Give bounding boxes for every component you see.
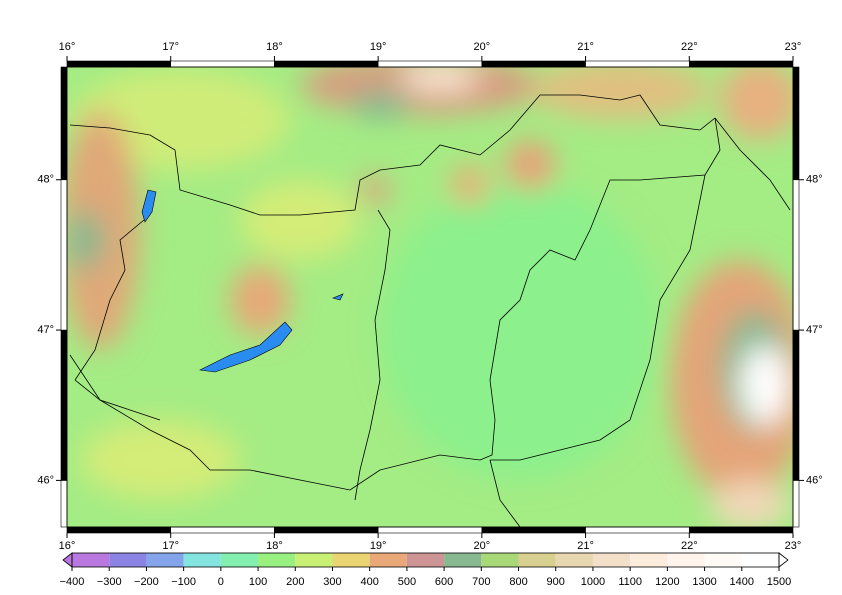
colorbar-frame bbox=[71, 552, 780, 568]
frame-bar bbox=[66, 526, 172, 534]
colorbar-swatch bbox=[667, 553, 705, 567]
colorbar-label: 100 bbox=[249, 576, 267, 588]
x-tick-label: 17° bbox=[162, 540, 179, 552]
x-tick-label: 19° bbox=[370, 540, 387, 552]
x-tick-label: 23° bbox=[785, 540, 802, 552]
colorbar-label: 1000 bbox=[581, 576, 605, 588]
frame-bar bbox=[792, 480, 800, 528]
colorbar-label: 1100 bbox=[618, 576, 642, 588]
colorbar-label: 800 bbox=[509, 576, 527, 588]
frame-bar bbox=[792, 179, 800, 331]
x-tick-label: 19° bbox=[370, 41, 387, 53]
x-tick-label: 22° bbox=[681, 540, 698, 552]
frame-bar bbox=[377, 60, 483, 68]
frame-bar bbox=[60, 66, 68, 181]
colorbar-swatch bbox=[295, 553, 333, 567]
x-tick-label: 16° bbox=[59, 540, 76, 552]
lake bbox=[141, 189, 157, 223]
y-tick-label: 48° bbox=[37, 174, 54, 186]
colorbar-label: 300 bbox=[323, 576, 341, 588]
colorbar-swatch bbox=[332, 553, 370, 567]
colorbar-label: 1300 bbox=[692, 576, 716, 588]
colorbar-swatch bbox=[518, 553, 556, 567]
colorbar-label: 400 bbox=[361, 576, 379, 588]
lake bbox=[332, 293, 344, 301]
y-tick-label: 48° bbox=[806, 174, 823, 186]
lake bbox=[198, 321, 293, 373]
frame-bar bbox=[274, 526, 379, 534]
frame-bar bbox=[688, 60, 794, 68]
frame-bar bbox=[170, 60, 275, 68]
colorbar-label: 200 bbox=[286, 576, 304, 588]
x-tick-label: 18° bbox=[266, 41, 283, 53]
frame-bar bbox=[60, 179, 68, 331]
colorbar-label: −400 bbox=[60, 576, 85, 588]
frame-bar bbox=[274, 60, 379, 68]
frame-bar bbox=[585, 60, 690, 68]
colorbar-label: −300 bbox=[97, 576, 122, 588]
x-tick-label: 18° bbox=[266, 540, 283, 552]
frame-bar bbox=[481, 526, 586, 534]
frame-bar bbox=[170, 526, 275, 534]
colorbar-swatch bbox=[704, 553, 742, 567]
frame-bar bbox=[60, 480, 68, 528]
y-tick-label: 46° bbox=[806, 474, 823, 486]
colorbar-triangle bbox=[778, 552, 789, 568]
colorbar-swatch bbox=[258, 553, 296, 567]
colorbar-swatch bbox=[220, 553, 259, 567]
frame-bar bbox=[60, 329, 68, 481]
colorbar-label: 900 bbox=[547, 576, 565, 588]
colorbar-swatch bbox=[592, 553, 631, 567]
colorbar-label: 1500 bbox=[767, 576, 791, 588]
colorbar-label: 1200 bbox=[655, 576, 679, 588]
frame-bar bbox=[585, 526, 690, 534]
relief bbox=[67, 67, 793, 527]
x-tick-label: 22° bbox=[681, 41, 698, 53]
colorbar-swatch bbox=[183, 553, 221, 567]
x-tick-label: 23° bbox=[785, 41, 802, 53]
colorbar-swatch bbox=[109, 553, 147, 567]
colorbar-label: 500 bbox=[398, 576, 416, 588]
frame-bar bbox=[688, 526, 794, 534]
frame-bar bbox=[481, 60, 586, 68]
colorbar-swatch bbox=[555, 553, 593, 567]
colorbar-label: 1400 bbox=[730, 576, 754, 588]
colorbar-swatch bbox=[741, 553, 779, 567]
frame-bar bbox=[792, 329, 800, 481]
colorbar-swatch bbox=[444, 553, 482, 567]
frame-bar bbox=[792, 66, 800, 181]
colorbar-swatch bbox=[72, 553, 110, 567]
colorbar-label: 600 bbox=[435, 576, 453, 588]
x-tick-label: 17° bbox=[162, 41, 179, 53]
colorbar-label: 700 bbox=[472, 576, 490, 588]
colorbar-swatch bbox=[369, 553, 407, 567]
colorbar-swatch bbox=[406, 553, 445, 567]
y-tick-label: 47° bbox=[806, 324, 823, 336]
colorbar-label: −100 bbox=[171, 576, 196, 588]
map-frame bbox=[66, 66, 794, 528]
x-tick-label: 20° bbox=[474, 540, 491, 552]
x-tick-label: 21° bbox=[577, 540, 594, 552]
x-tick-label: 16° bbox=[59, 41, 76, 53]
x-tick-label: 21° bbox=[577, 41, 594, 53]
frame-bar bbox=[377, 526, 483, 534]
colorbar-label: −200 bbox=[134, 576, 159, 588]
y-tick-label: 47° bbox=[37, 324, 54, 336]
colorbar-swatch bbox=[481, 553, 519, 567]
y-tick-label: 46° bbox=[37, 474, 54, 486]
x-tick-label: 20° bbox=[474, 41, 491, 53]
frame-bar bbox=[66, 60, 172, 68]
colorbar-swatch bbox=[146, 553, 184, 567]
colorbar-triangle bbox=[62, 552, 73, 568]
colorbar-label: 0 bbox=[218, 576, 224, 588]
colorbar-swatch bbox=[630, 553, 668, 567]
